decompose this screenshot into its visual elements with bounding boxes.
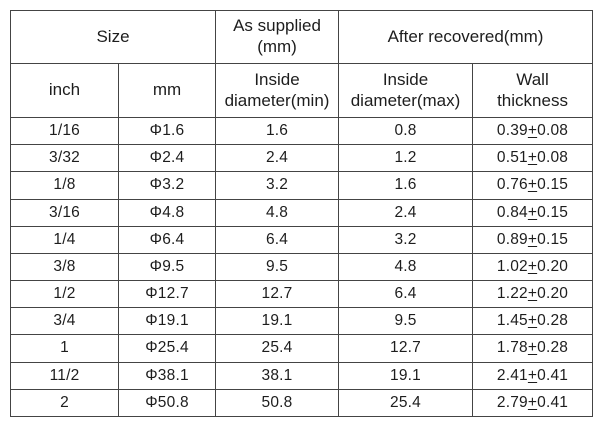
cell-supplied-inside-diameter-min: 25.4 — [215, 334, 340, 363]
header-inch: inch — [10, 63, 119, 118]
cell-size-inch: 1/4 — [10, 225, 119, 254]
plus-minus-sign: + — [527, 122, 538, 140]
header-wall-thickness: Wall thickness — [472, 63, 594, 118]
table-row: 1/8 Φ3.2 3.2 1.6 0.76+0.15 — [10, 171, 594, 200]
cell-recovered-inside-diameter-max: 19.1 — [338, 361, 474, 390]
plus-minus-sign: + — [527, 285, 538, 303]
cell-recovered-inside-diameter-max: 6.4 — [338, 280, 474, 309]
header-size: Size — [9, 10, 217, 64]
table-row: 3/16 Φ4.8 4.8 2.4 0.84+0.15 — [10, 198, 594, 227]
spec-table: Size As supplied (mm) After recovered(mm… — [9, 10, 594, 418]
cell-supplied-inside-diameter-min: 50.8 — [215, 388, 340, 418]
table-row: 11/2 Φ38.1 38.1 19.1 2.41+0.41 — [10, 361, 594, 390]
cell-recovered-inside-diameter-max: 0.8 — [338, 116, 474, 146]
cell-size-inch: 1/16 — [10, 116, 119, 146]
cell-recovered-inside-diameter-max: 12.7 — [338, 334, 474, 363]
cell-supplied-inside-diameter-min: 19.1 — [215, 307, 340, 336]
cell-wall-thickness: 2.79+0.41 — [472, 388, 594, 418]
cell-size-inch: 3/8 — [10, 252, 119, 282]
cell-size-inch: 1/2 — [10, 280, 119, 309]
header-row-columns: inch mm Inside diameter(min) Inside diam… — [10, 63, 594, 118]
cell-recovered-inside-diameter-max: 1.2 — [338, 144, 474, 173]
cell-wall-thickness: 0.76+0.15 — [472, 171, 594, 200]
cell-size-mm: Φ4.8 — [117, 198, 217, 227]
cell-wall-thickness: 1.78+0.28 — [472, 334, 594, 363]
header-as-supplied: As supplied (mm) — [215, 10, 340, 64]
plus-minus-sign: + — [527, 149, 538, 167]
cell-supplied-inside-diameter-min: 4.8 — [215, 198, 340, 227]
cell-supplied-inside-diameter-min: 12.7 — [215, 280, 340, 309]
cell-size-inch: 1 — [10, 334, 119, 363]
cell-size-mm: Φ3.2 — [117, 171, 217, 200]
cell-size-mm: Φ19.1 — [117, 307, 217, 336]
table-row: 3/32 Φ2.4 2.4 1.2 0.51+0.08 — [10, 144, 594, 173]
table-row: 1 Φ25.4 25.4 12.7 1.78+0.28 — [10, 334, 594, 363]
cell-size-inch: 1/8 — [10, 171, 119, 200]
table-row: 3/4 Φ19.1 19.1 9.5 1.45+0.28 — [10, 307, 594, 336]
table-row: 1/2 Φ12.7 12.7 6.4 1.22+0.20 — [10, 280, 594, 309]
cell-size-inch: 3/16 — [10, 198, 119, 227]
cell-wall-thickness: 0.89+0.15 — [472, 225, 594, 254]
cell-supplied-inside-diameter-min: 1.6 — [215, 116, 340, 146]
plus-minus-sign: + — [527, 176, 538, 194]
cell-supplied-inside-diameter-min: 2.4 — [215, 144, 340, 173]
plus-minus-sign: + — [527, 393, 538, 411]
table-row: 2 Φ50.8 50.8 25.4 2.79+0.41 — [10, 388, 594, 418]
table-row: 3/8 Φ9.5 9.5 4.8 1.02+0.20 — [10, 252, 594, 282]
cell-recovered-inside-diameter-max: 9.5 — [338, 307, 474, 336]
header-inside-diameter-max: Inside diameter(max) — [338, 63, 474, 118]
header-mm: mm — [117, 63, 217, 118]
cell-supplied-inside-diameter-min: 38.1 — [215, 361, 340, 390]
cell-wall-thickness: 1.22+0.20 — [472, 280, 594, 309]
plus-minus-sign: + — [527, 203, 538, 221]
header-inside-diameter-min: Inside diameter(min) — [215, 63, 340, 118]
cell-wall-thickness: 2.41+0.41 — [472, 361, 594, 390]
cell-size-mm: Φ1.6 — [117, 116, 217, 146]
plus-minus-sign: + — [527, 312, 538, 330]
header-after-recovered: After recovered(mm) — [338, 10, 594, 64]
cell-recovered-inside-diameter-max: 4.8 — [338, 252, 474, 282]
table-row: 1/4 Φ6.4 6.4 3.2 0.89+0.15 — [10, 225, 594, 254]
cell-supplied-inside-diameter-min: 6.4 — [215, 225, 340, 254]
cell-wall-thickness: 0.51+0.08 — [472, 144, 594, 173]
cell-size-mm: Φ38.1 — [117, 361, 217, 390]
cell-recovered-inside-diameter-max: 2.4 — [338, 198, 474, 227]
cell-size-inch: 2 — [10, 388, 119, 418]
cell-wall-thickness: 1.45+0.28 — [472, 307, 594, 336]
cell-size-inch: 3/4 — [10, 307, 119, 336]
table-body: 1/16 Φ1.6 1.6 0.8 0.39+0.08 3/32 Φ2.4 2.4 1.2 0.5… — [10, 116, 594, 418]
cell-size-mm: Φ12.7 — [117, 280, 217, 309]
cell-size-mm: Φ25.4 — [117, 334, 217, 363]
cell-size-mm: Φ50.8 — [117, 388, 217, 418]
plus-minus-sign: + — [527, 257, 538, 275]
cell-size-inch: 11/2 — [10, 361, 119, 390]
table-row: 1/16 Φ1.6 1.6 0.8 0.39+0.08 — [10, 116, 594, 146]
cell-wall-thickness: 0.39+0.08 — [472, 116, 594, 146]
cell-size-mm: Φ6.4 — [117, 225, 217, 254]
header-row-groups: Size As supplied (mm) After recovered(mm… — [9, 10, 594, 64]
cell-recovered-inside-diameter-max: 25.4 — [338, 388, 474, 418]
cell-size-inch: 3/32 — [10, 144, 119, 173]
cell-recovered-inside-diameter-max: 1.6 — [338, 171, 474, 200]
cell-size-mm: Φ9.5 — [117, 252, 217, 282]
cell-wall-thickness: 0.84+0.15 — [472, 198, 594, 227]
plus-minus-sign: + — [527, 366, 538, 384]
cell-supplied-inside-diameter-min: 9.5 — [215, 252, 340, 282]
cell-wall-thickness: 1.02+0.20 — [472, 252, 594, 282]
plus-minus-sign: + — [527, 339, 538, 357]
cell-size-mm: Φ2.4 — [117, 144, 217, 173]
table-header: Size As supplied (mm) After recovered(mm… — [9, 10, 594, 118]
cell-recovered-inside-diameter-max: 3.2 — [338, 225, 474, 254]
plus-minus-sign: + — [527, 230, 538, 248]
cell-supplied-inside-diameter-min: 3.2 — [215, 171, 340, 200]
